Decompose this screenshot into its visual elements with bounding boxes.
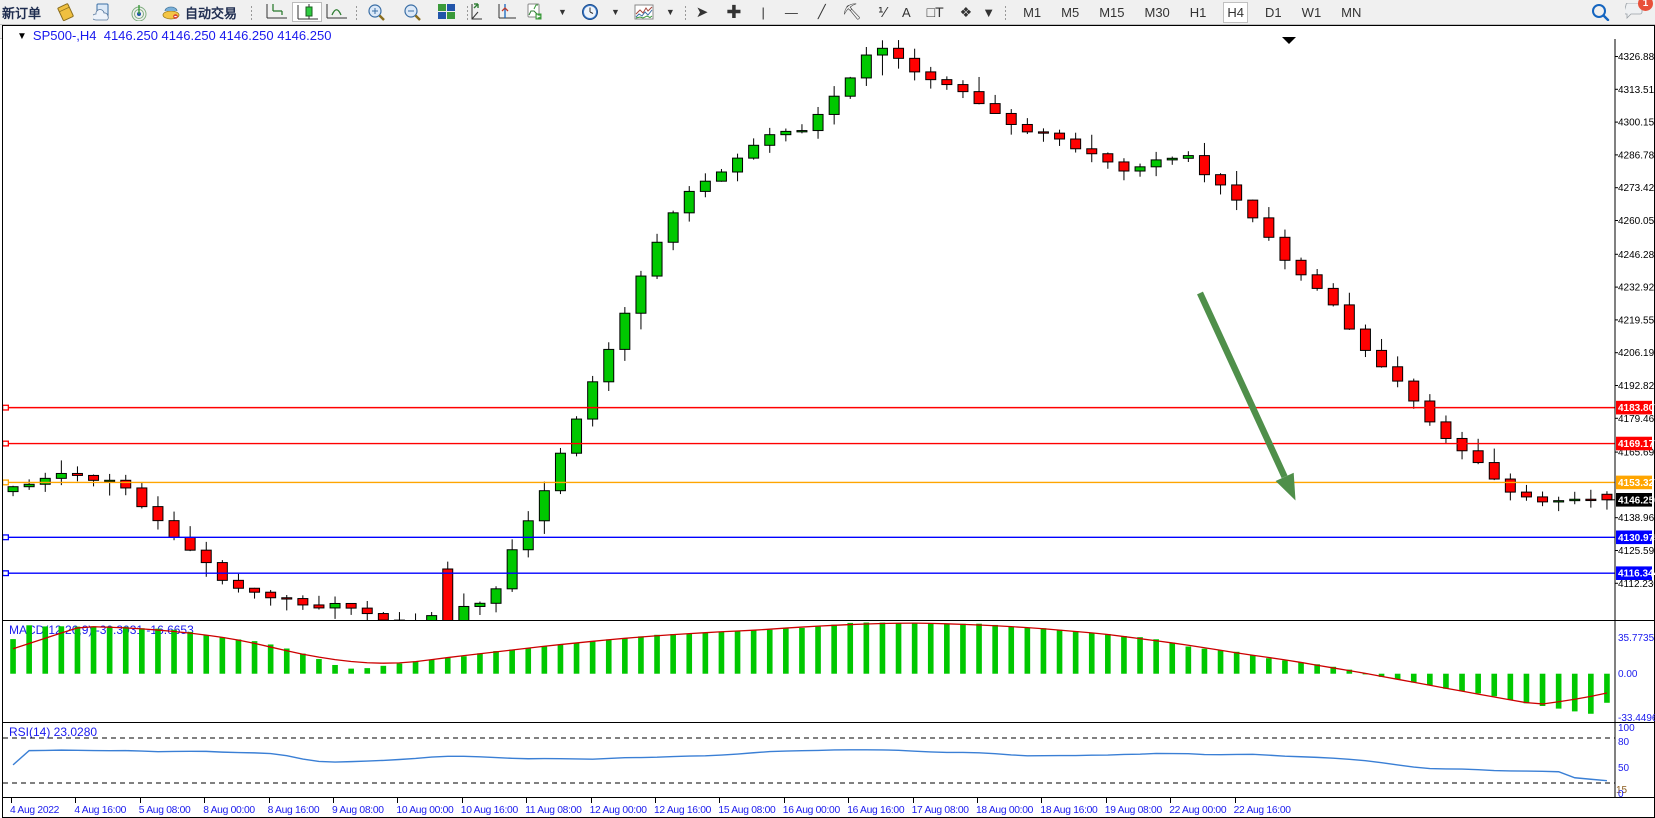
svg-text:4153.327: 4153.327	[1618, 478, 1655, 489]
svg-text:35.7735: 35.7735	[1618, 633, 1655, 644]
svg-text:4260.055: 4260.055	[1618, 216, 1655, 227]
svg-text:4183.807: 4183.807	[1618, 403, 1655, 414]
svg-text:4286.785: 4286.785	[1618, 150, 1655, 161]
svg-text:4116.344: 4116.344	[1618, 569, 1655, 580]
svg-text:4246.285: 4246.285	[1618, 250, 1655, 261]
svg-text:4130.975: 4130.975	[1618, 533, 1655, 544]
svg-text:4125.595: 4125.595	[1618, 546, 1655, 557]
svg-text:80: 80	[1618, 737, 1630, 748]
svg-text:50: 50	[1618, 763, 1630, 774]
svg-text:4300.150: 4300.150	[1618, 118, 1655, 129]
svg-text:4273.420: 4273.420	[1618, 183, 1655, 194]
svg-text:4169.177: 4169.177	[1618, 439, 1655, 450]
svg-text:-33.4496: -33.4496	[1618, 713, 1655, 722]
svg-text:4192.825: 4192.825	[1618, 381, 1655, 392]
svg-text:4146.250: 4146.250	[1618, 495, 1655, 506]
svg-text:4313.515: 4313.515	[1618, 85, 1655, 96]
svg-text:4232.920: 4232.920	[1618, 283, 1655, 294]
svg-text:0.00: 0.00	[1618, 669, 1638, 680]
svg-text:100: 100	[1618, 723, 1635, 734]
svg-text:4326.880: 4326.880	[1618, 52, 1655, 63]
svg-text:0: 0	[1618, 789, 1624, 797]
svg-text:4112.230: 4112.230	[1618, 579, 1655, 590]
svg-text:4179.460: 4179.460	[1618, 414, 1655, 425]
svg-text:4138.960: 4138.960	[1618, 513, 1655, 524]
svg-text:4206.190: 4206.190	[1618, 348, 1655, 359]
svg-text:4219.555: 4219.555	[1618, 315, 1655, 326]
